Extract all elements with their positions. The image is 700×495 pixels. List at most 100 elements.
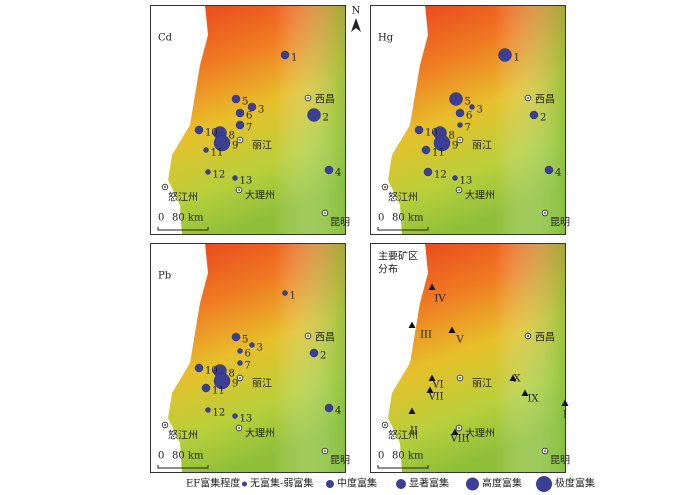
scale-line (377, 227, 429, 231)
site-marker (309, 348, 319, 358)
site-marker (201, 383, 211, 393)
city-dot (324, 212, 326, 214)
site-label: 10 (425, 128, 438, 139)
site-marker (457, 122, 463, 128)
site-label: 10 (205, 366, 218, 377)
city-label: 昆明 (330, 217, 350, 229)
site-marker (433, 134, 451, 152)
site-marker (498, 48, 512, 62)
site-label: 9 (452, 141, 458, 152)
city-dot (544, 450, 546, 452)
site-label: 11 (212, 386, 225, 397)
city-label: 怒江州 (388, 429, 418, 442)
site-marker (231, 332, 241, 342)
mine-label: II (410, 426, 418, 437)
site-label: 3 (477, 105, 483, 116)
city-dot (164, 424, 166, 426)
mine-label: IV (434, 294, 446, 305)
site-marker (307, 108, 321, 122)
city-label: 西昌 (535, 94, 555, 106)
site-label: 13 (460, 176, 473, 187)
site-marker (194, 125, 204, 135)
site-marker (237, 348, 243, 354)
site-marker (280, 50, 290, 60)
legend-marker (242, 481, 247, 487)
legend-marker (466, 477, 479, 491)
mine-marker (408, 321, 416, 328)
site-marker (235, 120, 245, 130)
site-label: 4 (555, 168, 561, 179)
mine-label: VI (431, 380, 443, 391)
site-label: 6 (245, 349, 251, 360)
city-dot (527, 335, 529, 337)
legend-marker (326, 480, 334, 488)
scale-zero: 0 (378, 451, 384, 462)
mine-label: X (513, 374, 521, 385)
site-label: 7 (465, 123, 471, 134)
site-label: 8 (449, 131, 455, 142)
panel-frame (370, 5, 566, 235)
site-marker (205, 169, 211, 175)
mine-label: IX (527, 394, 539, 405)
city-label: 西昌 (315, 94, 335, 106)
city-label: 昆明 (550, 455, 570, 467)
site-label: 6 (246, 111, 252, 122)
panel-frame (370, 243, 566, 473)
city-dot (527, 97, 529, 99)
site-label: 13 (240, 414, 253, 425)
scale-line (157, 465, 209, 469)
site-marker (235, 108, 245, 118)
site-label: 7 (245, 361, 251, 372)
city-dot (384, 186, 386, 188)
terrain-east (168, 243, 346, 473)
site-label: 8 (229, 369, 235, 380)
legend-label: 无富集-弱富集 (250, 477, 313, 490)
scale-length: 80 km (172, 451, 204, 462)
site-marker (469, 104, 475, 110)
mine-marker (408, 407, 416, 414)
city-label: 昆明 (550, 217, 570, 229)
legend-label: 中度富集 (337, 477, 377, 490)
scale-line (157, 227, 209, 231)
terrain-east (168, 5, 346, 235)
site-marker (324, 403, 334, 413)
site-marker (194, 363, 204, 373)
site-label: 11 (432, 148, 445, 159)
site-label: 10 (205, 128, 218, 139)
site-marker (529, 110, 539, 120)
mine-marker (448, 326, 456, 333)
city-dot (384, 424, 386, 426)
city-label: 大理州 (465, 427, 495, 440)
site-label: 11 (211, 148, 224, 159)
mine-marker (521, 389, 529, 396)
city-label: 怒江州 (388, 191, 418, 204)
panel-frame (150, 243, 346, 473)
city-dot (324, 450, 326, 452)
site-marker (452, 175, 458, 181)
mine-label: VII (427, 392, 443, 403)
site-label: 12 (434, 170, 447, 181)
scale-bar: 0 80 km (377, 451, 429, 469)
site-label: 4 (335, 168, 341, 179)
site-label: 5 (465, 97, 471, 108)
site-marker (249, 342, 255, 348)
site-marker (324, 165, 334, 175)
site-marker (544, 165, 554, 175)
site-marker (237, 360, 243, 366)
mine-label: V (455, 335, 464, 346)
legend-label: 极度富集 (555, 477, 595, 490)
site-label: 7 (246, 123, 252, 134)
site-label: 1 (514, 53, 520, 64)
city-dot (459, 139, 461, 141)
city-label: 丽江 (252, 378, 272, 390)
site-marker (232, 413, 238, 419)
scale-line (377, 465, 429, 469)
city-label: 大理州 (465, 189, 495, 202)
panel-title: 分布 (378, 264, 398, 276)
mine-label: III (420, 330, 432, 341)
terrain-east (388, 243, 566, 473)
site-marker (455, 108, 465, 118)
site-label: 12 (213, 408, 226, 419)
city-label: 丽江 (472, 140, 492, 152)
